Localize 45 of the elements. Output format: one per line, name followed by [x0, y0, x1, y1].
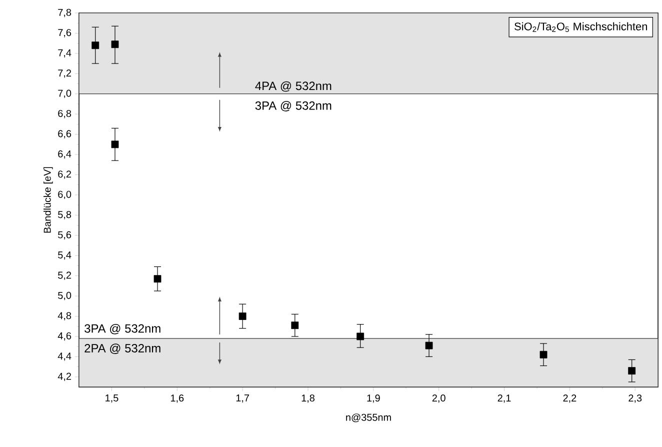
point [291, 322, 299, 330]
y-tick-label: 6,8 [58, 110, 72, 118]
x-tick-label: 1,8 [302, 394, 314, 403]
y-tick-label: 7,4 [58, 49, 72, 58]
y-tick-label: 7,8 [58, 8, 72, 18]
point [111, 140, 119, 148]
y-tick-label: 4,4 [58, 352, 72, 361]
x-tick-label: 2,2 [563, 394, 576, 403]
point [92, 42, 100, 50]
x-tick-label: 1,9 [367, 394, 380, 403]
y-tick-label: 5,6 [58, 231, 72, 240]
y-tick-label: 7,0 [58, 90, 72, 98]
y-tick-label: 6,4 [58, 150, 72, 159]
annotation: SiO$_{2}$/Ta$_{2}$O$_{5}$ Mischschichten [514, 22, 647, 32]
y-tick-label: 4,2 [58, 372, 71, 381]
point [154, 275, 162, 283]
x-tick-label: 1,6 [170, 394, 184, 403]
y-tick-label: 6,6 [58, 130, 72, 138]
y-tick-label: 5,2 [58, 272, 71, 280]
y-tick-label: 5,4 [58, 252, 72, 260]
y-tick-label: 4,8 [58, 312, 72, 320]
y-tick-label: 4,6 [58, 332, 72, 341]
x-tick-label: 1,5 [106, 394, 118, 403]
point [238, 312, 246, 320]
band-label: 2PA @ 532nm [84, 344, 160, 354]
point [356, 332, 364, 340]
x-tick-label: 2,1 [498, 394, 511, 403]
x-tick-label: 2,0 [432, 394, 446, 403]
point [628, 367, 636, 375]
y-tick-label: 7,6 [58, 29, 72, 38]
x-tick-label: 1,7 [236, 394, 249, 403]
y-tick-label: 7,2 [58, 70, 71, 78]
y-tick-label: 6,0 [58, 190, 72, 200]
y-tick-label: 5,8 [58, 211, 72, 220]
point [111, 40, 119, 48]
y-axis-title: Bandlücke [eV] [44, 167, 53, 233]
point [540, 350, 548, 358]
y-tick-label: 6,2 [58, 170, 71, 179]
point [425, 342, 433, 350]
y-tick-label: 5,0 [58, 292, 72, 300]
band-label: 4PA @ 532nm [255, 81, 332, 92]
x-axis-title: n@355nm [346, 414, 391, 422]
annotation: 3PA @ 532nm [255, 101, 332, 112]
annotation: 3PA @ 532nm [84, 324, 160, 334]
x-tick-label: 2,3 [628, 394, 642, 403]
